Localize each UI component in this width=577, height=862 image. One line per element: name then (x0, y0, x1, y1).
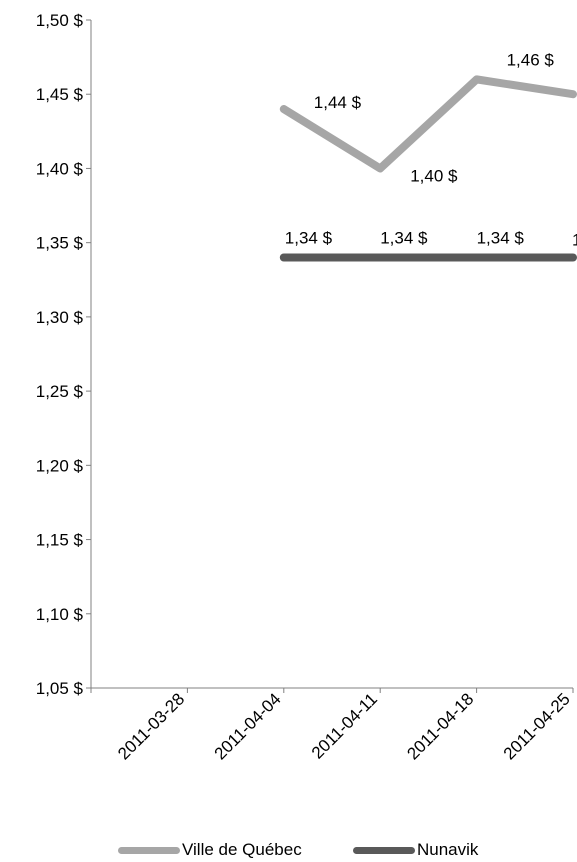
y-ticks: 1,05 $ 1,10 $ 1,15 $ 1,20 $ 1,25 $ 1,30 $ 1,35… (36, 11, 91, 698)
legend-swatch-nunavik (353, 846, 415, 854)
x-tick-label: 2011-03-28 (114, 689, 188, 763)
legend-item-nunavik[interactable]: Nunavik (353, 838, 478, 862)
data-label: 1,34 $ (572, 231, 577, 250)
y-tick-label: 1,40 $ (36, 159, 84, 178)
y-tick-label: 1,10 $ (36, 605, 84, 624)
x-tick-label: 2011-04-18 (403, 689, 477, 763)
axes (90, 20, 573, 689)
data-label: 1,40 $ (410, 166, 458, 185)
line-chart: 1,05 $ 1,10 $ 1,15 $ 1,20 $ 1,25 $ 1,30 $ 1,35… (36, 11, 577, 763)
legend-swatch-ville-de-quebec (118, 846, 180, 854)
x-tick-label: 2011-04-11 (308, 689, 381, 762)
y-tick-label: 1,25 $ (36, 382, 84, 401)
x-tick-label: 2011-04-25 (500, 689, 574, 763)
data-labels: 1,44 $1,40 $1,46 $1,45 $1,34 $1,34 $1,34… (285, 50, 577, 249)
data-label: 1,46 $ (507, 50, 555, 69)
y-tick-label: 1,30 $ (36, 308, 84, 327)
legend-label-nunavik: Nunavik (417, 840, 479, 859)
legend: Ville de Québec Nunavik (0, 838, 577, 862)
y-tick-label: 1,05 $ (36, 679, 84, 698)
data-label: 1,34 $ (285, 229, 333, 248)
x-ticks: 2011-03-28 2011-04-04 2011-04-11 2011-04-18… (90, 688, 574, 763)
legend-item-ville-de-quebec[interactable]: Ville de Québec (118, 838, 302, 862)
y-tick-label: 1,45 $ (36, 85, 84, 104)
y-tick-label: 1,20 $ (36, 456, 84, 475)
y-tick-label: 1,15 $ (36, 531, 84, 550)
series-lines (279, 75, 577, 262)
y-tick-label: 1,50 $ (36, 11, 84, 30)
y-tick-label: 1,35 $ (36, 234, 84, 253)
data-label: 1,34 $ (380, 229, 428, 248)
data-label: 1,44 $ (314, 93, 362, 112)
x-tick-label: 2011-04-04 (211, 689, 285, 763)
legend-label-ville-de-quebec: Ville de Québec (182, 840, 302, 859)
data-label: 1,34 $ (477, 229, 525, 248)
series-line-ville-de-quebec (279, 75, 577, 173)
